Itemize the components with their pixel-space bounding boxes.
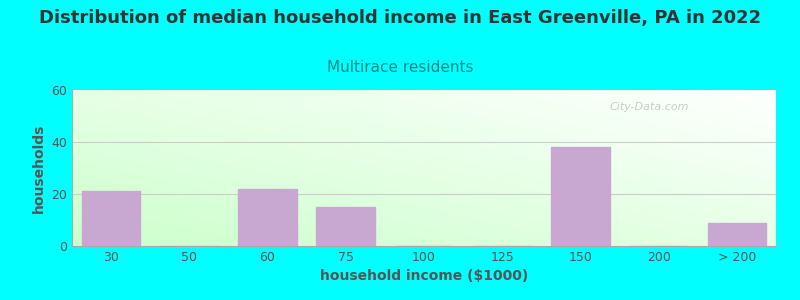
Bar (317, 207, 375, 246)
Bar (551, 147, 610, 246)
Text: Multirace residents: Multirace residents (326, 60, 474, 75)
Text: Distribution of median household income in East Greenville, PA in 2022: Distribution of median household income … (39, 9, 761, 27)
Bar (238, 189, 297, 246)
Bar (82, 191, 141, 246)
Bar (707, 223, 766, 246)
Y-axis label: households: households (32, 123, 46, 213)
X-axis label: household income ($1000): household income ($1000) (320, 269, 528, 284)
Text: City-Data.com: City-Data.com (610, 103, 689, 112)
